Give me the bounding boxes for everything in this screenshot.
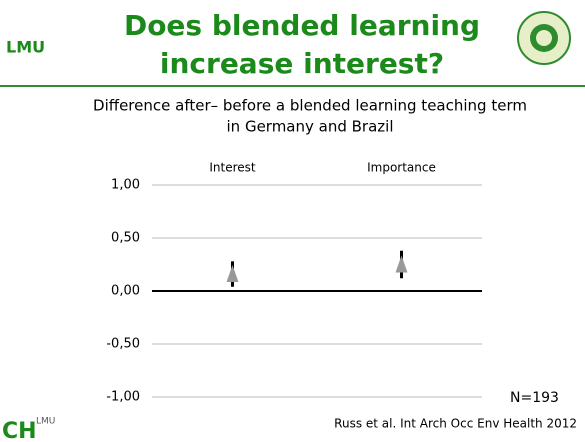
subtitle-line: in Germany and Brazil xyxy=(227,118,394,136)
title-line: increase interest? xyxy=(160,47,444,80)
title-line: Does blended learning xyxy=(124,9,480,42)
y-tick-label: 1,00 xyxy=(111,178,140,193)
header-rule xyxy=(0,85,585,87)
category-label: Interest xyxy=(209,161,256,175)
lmu-logo: LMU xyxy=(6,38,45,57)
marker xyxy=(395,255,408,273)
category-label: Importance xyxy=(367,161,436,175)
y-tick-label: -0,50 xyxy=(106,337,140,352)
annotation: N=193 xyxy=(510,390,559,406)
y-tick-label: 0,00 xyxy=(111,284,140,299)
y-tick-label: -1,00 xyxy=(106,390,140,405)
citation: Russ et al. Int Arch Occ Env Health 2012 xyxy=(334,417,577,431)
ch-logo: CH xyxy=(2,419,37,442)
subtitle-line: Difference after– before a blended learn… xyxy=(93,97,527,115)
emblem xyxy=(517,11,571,65)
marker xyxy=(226,265,239,283)
y-tick-label: 0,50 xyxy=(111,231,140,246)
ch-logo-sup: LMU xyxy=(36,417,55,427)
